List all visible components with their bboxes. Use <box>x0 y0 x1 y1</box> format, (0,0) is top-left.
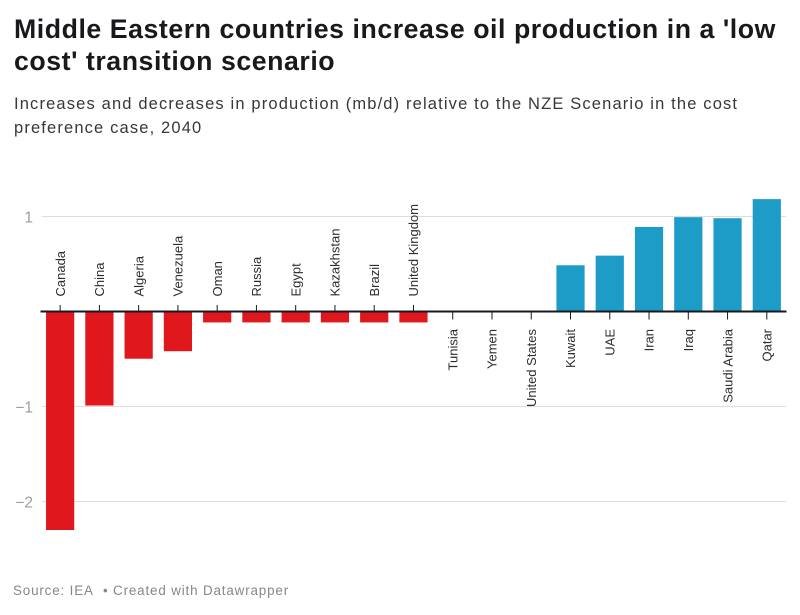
svg-text:Venezuela: Venezuela <box>171 235 186 296</box>
svg-text:Algeria: Algeria <box>131 255 146 296</box>
svg-text:Iran: Iran <box>642 329 657 351</box>
svg-text:Iraq: Iraq <box>681 329 696 351</box>
svg-text:United States: United States <box>524 329 539 408</box>
svg-text:Russia: Russia <box>249 256 264 297</box>
svg-text:Saudi Arabia: Saudi Arabia <box>720 328 735 402</box>
svg-text:Egypt: Egypt <box>288 263 303 297</box>
svg-text:Kuwait: Kuwait <box>563 329 578 368</box>
svg-text:Tunisia: Tunisia <box>445 328 460 370</box>
svg-text:Oman: Oman <box>210 261 225 296</box>
svg-text:Brazil: Brazil <box>367 264 382 297</box>
svg-text:−2: −2 <box>15 495 33 512</box>
svg-text:−1: −1 <box>15 400 33 417</box>
svg-text:Yemen: Yemen <box>485 329 500 369</box>
svg-text:Qatar: Qatar <box>760 328 775 361</box>
svg-text:Canada: Canada <box>53 250 68 296</box>
svg-text:Kazakhstan: Kazakhstan <box>328 229 343 297</box>
svg-text:United Kingdom: United Kingdom <box>406 204 421 297</box>
svg-text:1: 1 <box>24 210 33 227</box>
svg-text:China: China <box>92 262 107 297</box>
svg-text:UAE: UAE <box>602 329 617 356</box>
